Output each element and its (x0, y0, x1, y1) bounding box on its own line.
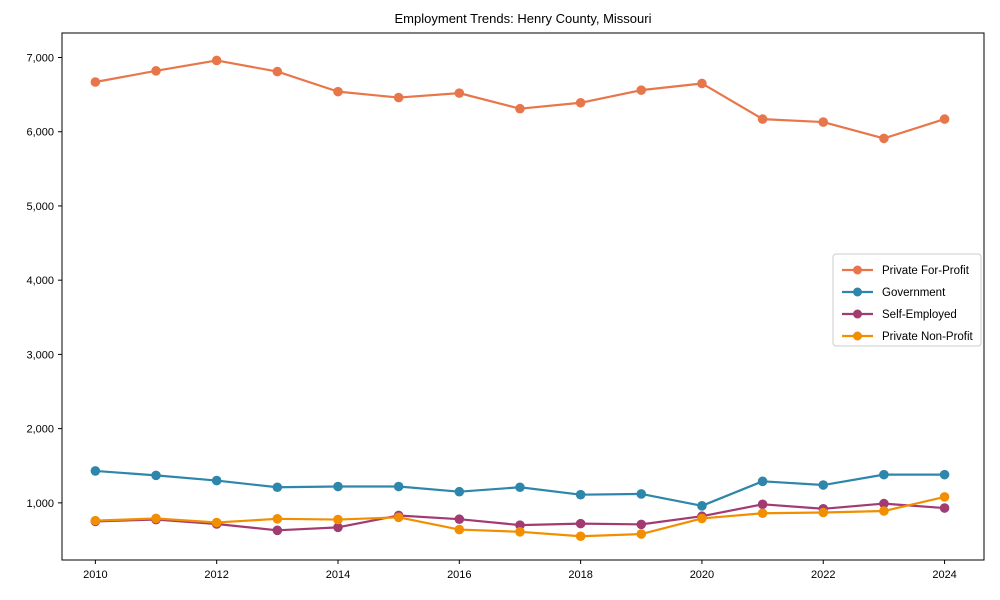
data-point-self-employed-2019 (636, 519, 647, 530)
series-government (90, 466, 950, 511)
x-tick-label: 2020 (690, 569, 714, 581)
data-point-private-non-profit-2019 (636, 529, 647, 539)
legend-entry-private-for-profit: Private For-Profit (842, 265, 970, 277)
series-private-for-profit (90, 55, 950, 144)
y-tick-label: 6,000 (26, 127, 54, 139)
legend-label-self-employed: Self-Employed (882, 309, 957, 321)
legend-entry-private-non-profit: Private Non-Profit (842, 331, 974, 343)
data-point-private-non-profit-2024 (939, 492, 950, 502)
data-point-private-for-profit-2010 (90, 77, 101, 87)
data-point-private-non-profit-2016 (454, 524, 465, 535)
legend: Private For-Profit Government Self-Employe… (832, 253, 982, 347)
legend-marker-dot-government (853, 287, 862, 297)
data-point-government-2010 (90, 466, 101, 476)
legend-marker-dot-private-non-profit (853, 331, 862, 341)
y-tick-label: 1,000 (26, 498, 54, 510)
data-point-private-for-profit-2020 (697, 78, 707, 89)
x-tick-label: 2012 (204, 569, 228, 581)
data-point-government-2012 (211, 475, 222, 486)
data-point-private-for-profit-2016 (454, 88, 465, 98)
data-point-government-2024 (939, 469, 950, 480)
data-point-self-employed-2016 (454, 514, 465, 524)
data-point-private-for-profit-2018 (575, 97, 586, 108)
x-tick-label: 2010 (83, 569, 107, 581)
data-point-self-employed-2013 (272, 525, 283, 536)
data-point-private-non-profit-2020 (697, 513, 707, 524)
data-point-self-employed-2024 (939, 503, 950, 513)
data-point-government-2023 (879, 469, 889, 480)
data-point-private-non-profit-2017 (515, 526, 525, 537)
legend-entry-government: Government (842, 287, 946, 299)
x-tick-label: 2018 (568, 569, 592, 581)
y-tick-label: 7,000 (26, 52, 54, 64)
data-point-government-2014 (333, 481, 343, 492)
data-point-private-non-profit-2018 (575, 531, 586, 542)
x-tick-label: 2022 (811, 569, 835, 581)
data-point-private-non-profit-2013 (272, 514, 283, 524)
data-point-government-2016 (454, 486, 465, 497)
data-point-private-for-profit-2023 (879, 133, 889, 144)
data-point-government-2019 (636, 489, 647, 499)
data-point-private-for-profit-2012 (211, 55, 222, 66)
data-point-private-for-profit-2013 (272, 66, 283, 77)
data-point-government-2013 (272, 482, 283, 493)
data-point-government-2022 (818, 480, 829, 490)
y-tick-label: 5,000 (26, 201, 54, 213)
legend-marker-dot-self-employed (853, 309, 862, 319)
legend-box (832, 253, 982, 347)
data-point-private-for-profit-2014 (333, 86, 343, 97)
y-tick-label: 4,000 (26, 275, 54, 287)
x-tick-label: 2024 (932, 569, 956, 581)
data-point-self-employed-2023 (879, 498, 889, 509)
data-point-government-2018 (575, 489, 586, 500)
legend-label-private-for-profit: Private For-Profit (882, 265, 970, 277)
legend-label-government: Government (882, 287, 946, 299)
data-point-private-non-profit-2023 (879, 506, 889, 516)
data-point-government-2020 (697, 501, 707, 511)
series-private-non-profit (90, 492, 950, 542)
data-point-government-2021 (757, 476, 768, 487)
data-point-private-non-profit-2012 (211, 517, 222, 528)
legend-label-private-non-profit: Private Non-Profit (882, 331, 974, 343)
chart-title: Employment Trends: Henry County, Missour… (395, 11, 652, 26)
data-point-private-non-profit-2014 (333, 514, 343, 525)
data-point-government-2017 (515, 482, 525, 493)
data-point-private-non-profit-2022 (818, 507, 829, 518)
data-point-private-non-profit-2010 (90, 515, 101, 526)
data-point-private-non-profit-2015 (393, 512, 404, 523)
x-tick-label: 2016 (447, 569, 471, 581)
data-point-self-employed-2017 (515, 520, 525, 530)
data-point-self-employed-2018 (575, 518, 586, 529)
data-point-private-for-profit-2024 (939, 114, 950, 124)
data-point-private-for-profit-2022 (818, 117, 829, 127)
data-point-private-for-profit-2011 (151, 66, 161, 76)
data-point-self-employed-2021 (757, 499, 768, 510)
x-tick-label: 2014 (326, 569, 350, 581)
plot-frame (61, 32, 985, 561)
y-tick-label: 2,000 (26, 424, 54, 436)
legend-entry-self-employed: Self-Employed (842, 309, 957, 321)
data-point-private-for-profit-2021 (757, 114, 768, 124)
data-point-private-non-profit-2021 (757, 508, 768, 519)
data-point-private-non-profit-2011 (151, 513, 161, 524)
data-point-self-employed-2014 (333, 522, 343, 533)
data-point-private-for-profit-2017 (515, 103, 525, 114)
legend-marker-dot-private-for-profit (853, 265, 862, 275)
data-point-private-for-profit-2019 (636, 85, 647, 95)
data-point-government-2011 (151, 470, 161, 481)
series-line-private-for-profit (94, 59, 946, 140)
y-tick-label: 3,000 (26, 349, 54, 361)
data-point-private-for-profit-2015 (393, 92, 404, 103)
data-point-government-2015 (393, 481, 404, 492)
